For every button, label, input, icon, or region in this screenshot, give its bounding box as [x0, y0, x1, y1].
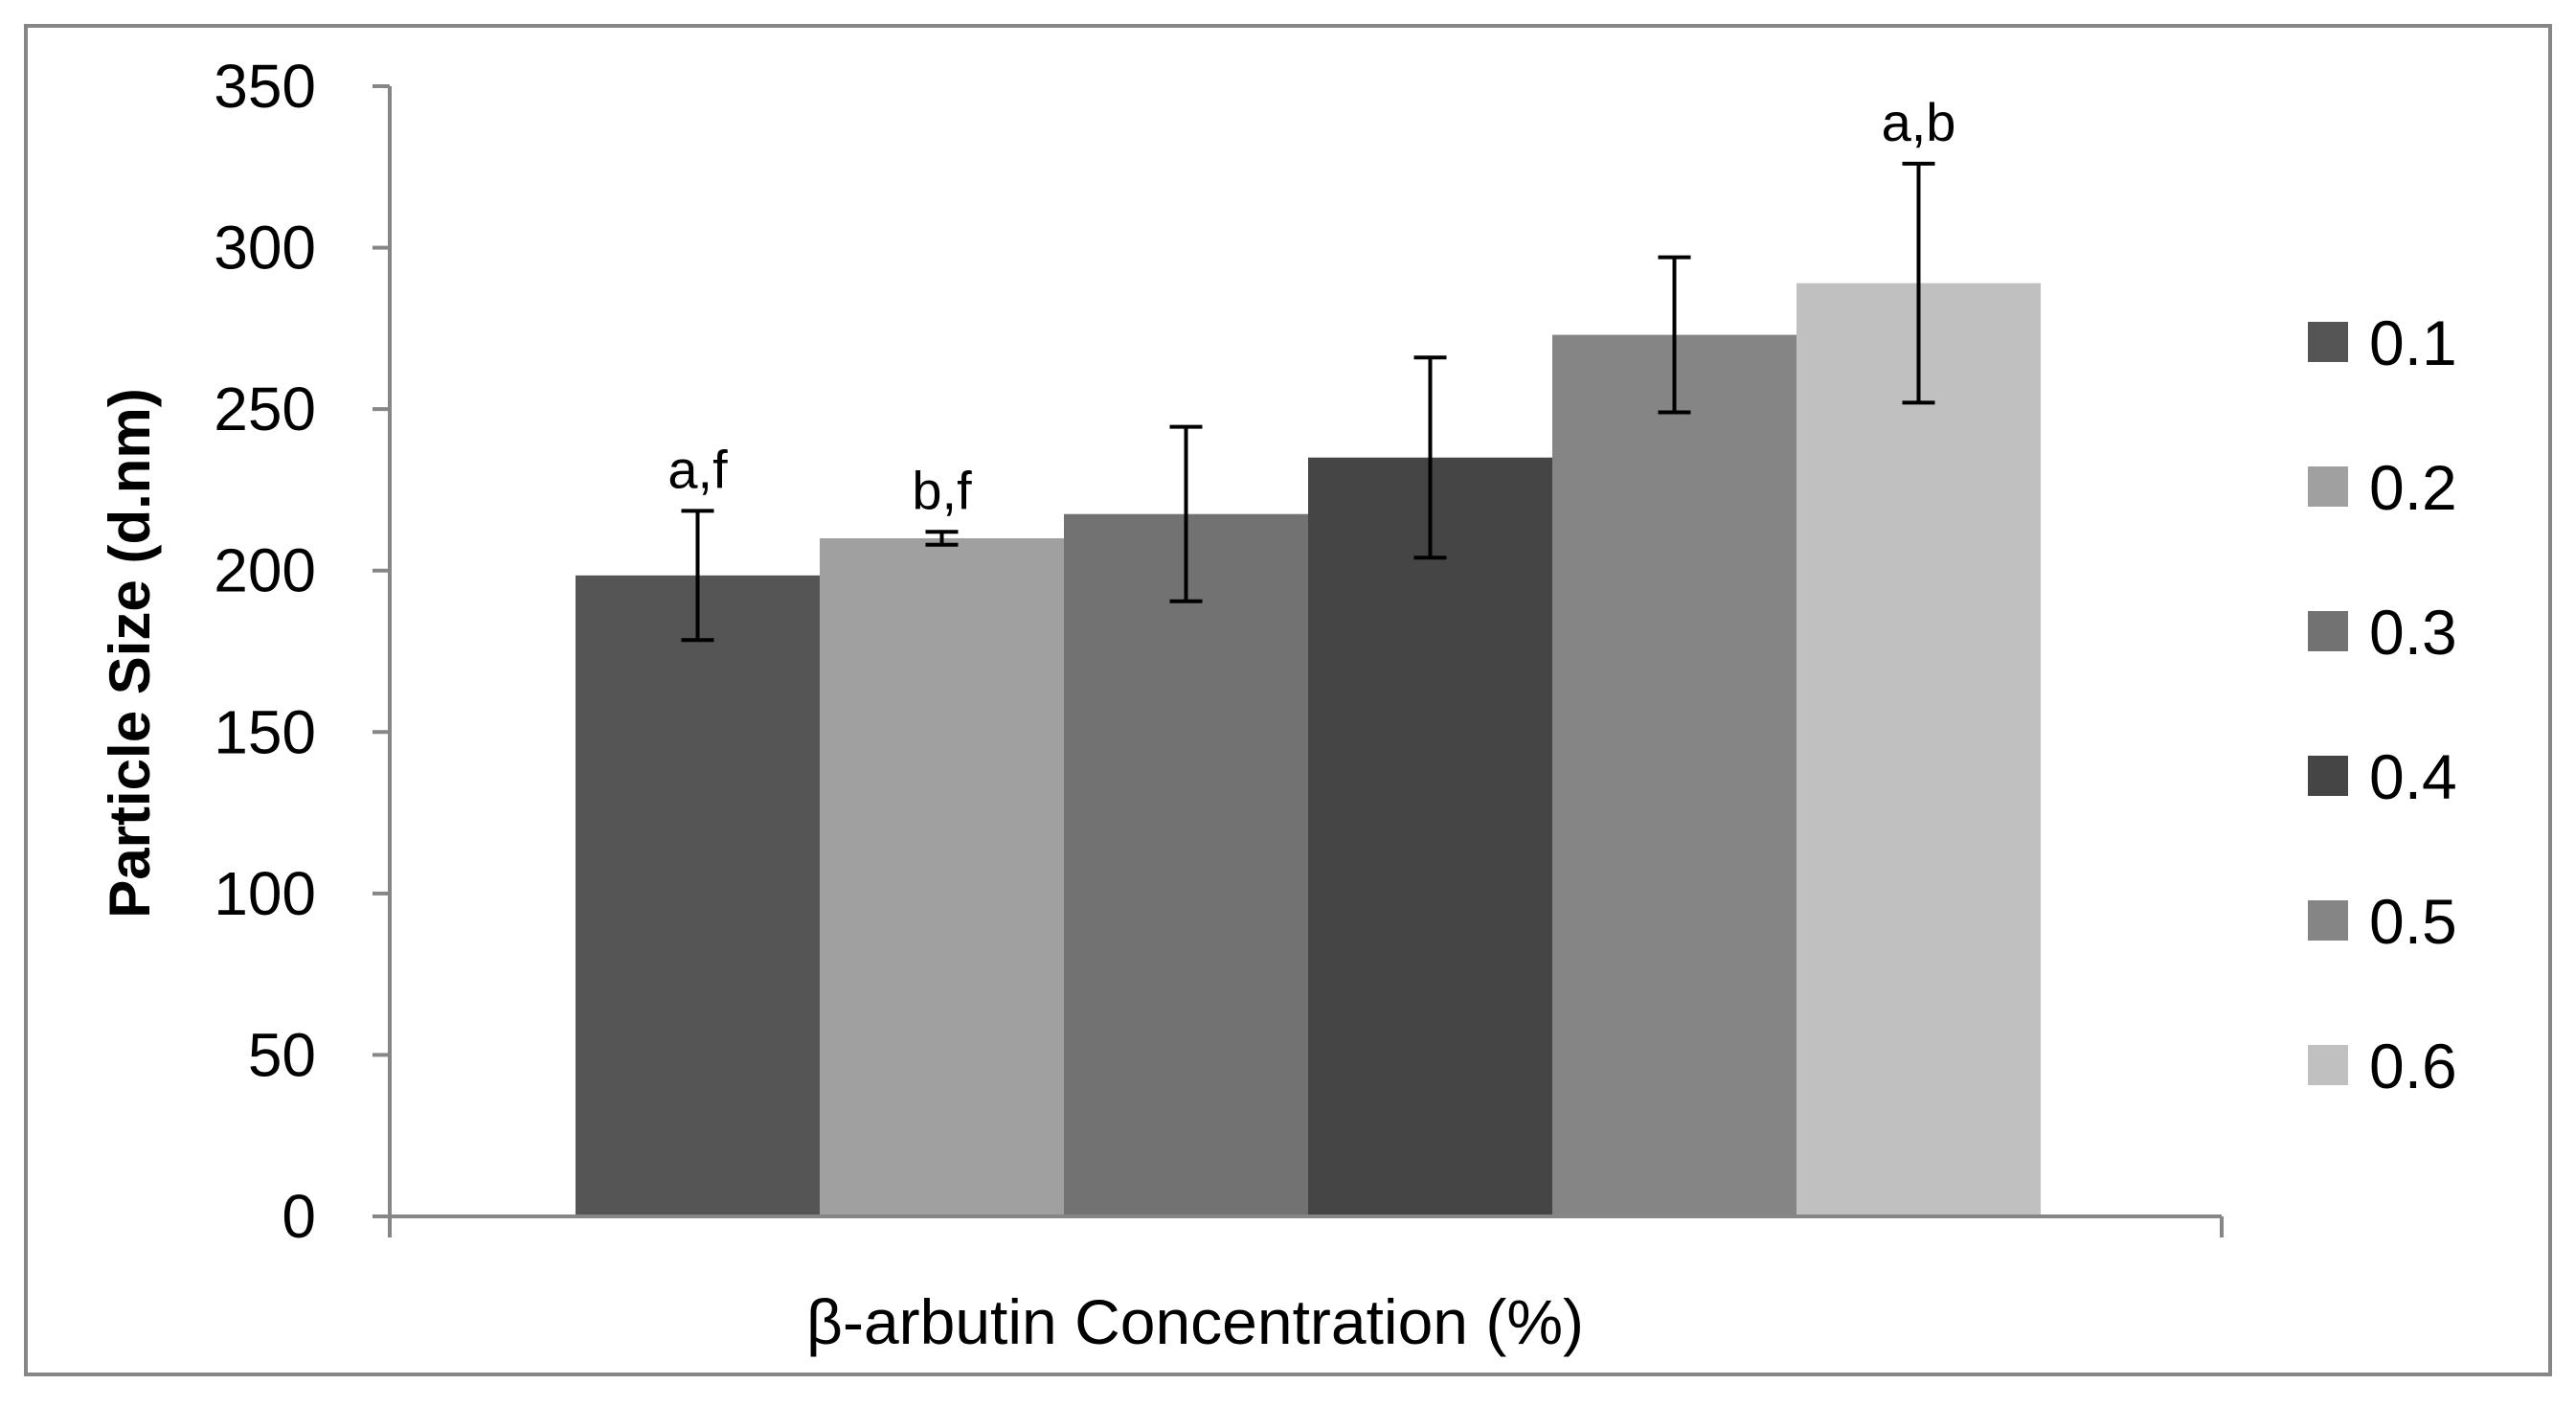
y-tick-label-0: 0: [282, 1182, 316, 1251]
error-bar-0.1: [681, 509, 714, 643]
y-tick-label-100: 100: [214, 859, 316, 928]
error-bar-0.6: [1902, 161, 1935, 405]
error-bar-0.3: [1169, 424, 1203, 603]
legend-label-0.2: 0.2: [2369, 452, 2457, 523]
legend-label-0.1: 0.1: [2369, 307, 2457, 378]
legend-swatch-0.4: [2308, 756, 2348, 796]
y-tick-label-300: 300: [214, 214, 316, 283]
bar-0.5: [1552, 334, 1796, 1217]
annotation-0.6: a,b: [1882, 92, 1956, 152]
y-tick-label-250: 250: [214, 374, 316, 443]
y-tick-label-200: 200: [214, 536, 316, 605]
error-bar-0.2: [925, 530, 959, 547]
bar-0.3: [1064, 513, 1308, 1216]
annotation-0.2: b,f: [912, 460, 972, 520]
y-tick-label-350: 350: [214, 52, 316, 121]
legend-label-0.4: 0.4: [2369, 741, 2457, 812]
legend-swatch-0.5: [2308, 900, 2348, 941]
x-axis-title: β-arbutin Concentration (%): [806, 1286, 1584, 1357]
legend: 0.1 0.2 0.3 0.4 0.5 0.6: [2308, 307, 2457, 1101]
error-bar-0.5: [1658, 255, 1691, 415]
bar-0.1: [576, 575, 820, 1216]
legend-swatch-0.2: [2308, 466, 2348, 507]
y-tick-label-50: 50: [248, 1020, 316, 1089]
y-tick-label-150: 150: [214, 697, 316, 766]
annotation-0.1: a,f: [667, 439, 728, 499]
bar-0.4: [1308, 457, 1552, 1216]
legend-swatch-0.1: [2308, 322, 2348, 362]
legend-label-0.6: 0.6: [2369, 1031, 2457, 1101]
error-bar-0.4: [1413, 355, 1447, 560]
legend-label-0.3: 0.3: [2369, 597, 2457, 668]
bar-0.2: [820, 538, 1064, 1216]
legend-swatch-0.6: [2308, 1045, 2348, 1085]
y-axis-title: Particle Size (d.nm): [98, 388, 162, 918]
bar-0.6: [1796, 283, 2041, 1217]
legend-swatch-0.3: [2308, 611, 2348, 651]
legend-label-0.5: 0.5: [2369, 886, 2457, 957]
